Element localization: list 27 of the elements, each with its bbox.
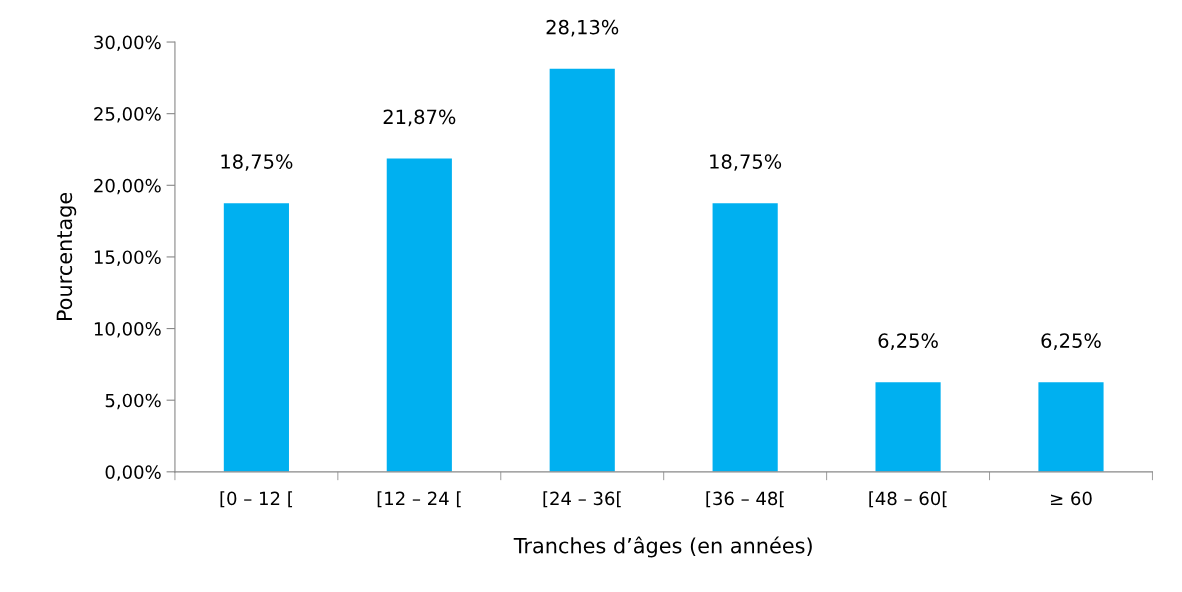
bar: [1038, 382, 1104, 472]
y-tick-label: 5,00%: [105, 393, 161, 410]
x-tick-label: [0 – 12 [: [220, 491, 293, 508]
bar: [875, 382, 941, 472]
data-label: 18,75%: [710, 154, 782, 171]
y-tick-label: 10,00%: [94, 322, 161, 338]
y-tick-label: 30,00%: [94, 35, 161, 51]
y-tick-label: 25,00%: [94, 107, 161, 123]
bar: [549, 68, 615, 472]
y-tick-label: 20,00%: [94, 178, 161, 195]
bar: [712, 203, 778, 472]
x-tick-label: [36 – 48[: [706, 491, 784, 508]
data-label: 21,87%: [383, 109, 456, 127]
data-label: 18,75%: [221, 154, 293, 171]
x-tick-label: [48 – 60[: [869, 491, 947, 508]
data-label: 6,25%: [878, 333, 938, 350]
bar: [386, 158, 452, 472]
x-tick-label: ≥ 60: [1050, 491, 1092, 506]
bar: [223, 203, 289, 472]
y-axis-title: Pourcentage: [56, 192, 77, 321]
x-axis-title: Tranches d’âges (en années): [513, 536, 812, 558]
data-label: 28,13%: [546, 19, 619, 37]
y-tick-label: 0,00%: [105, 465, 161, 481]
data-label: 6,25%: [1041, 333, 1101, 350]
y-tick-label: 15,00%: [94, 250, 161, 266]
x-tick-label: [24 – 36[: [543, 491, 621, 508]
x-tick-label: [12 – 24 [: [377, 491, 461, 508]
